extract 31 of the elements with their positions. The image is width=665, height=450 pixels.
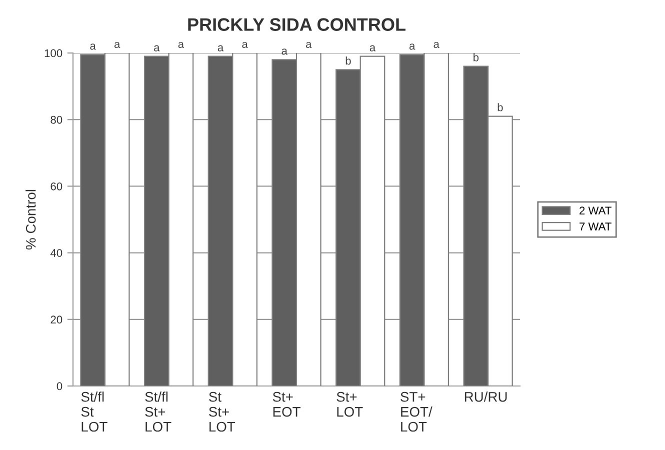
x-tick-label: St St+ LOT — [209, 392, 236, 432]
data-label: a — [409, 44, 416, 50]
data-label: a — [114, 42, 120, 48]
data-label: a — [306, 42, 312, 48]
x-tick-label: RU/RU — [464, 392, 507, 402]
x-tick-label: St+ EOT — [272, 392, 300, 417]
y-tick-label: 20 — [50, 316, 62, 324]
legend-label: 7 WAT — [580, 222, 612, 230]
data-label: a — [218, 45, 224, 52]
data-label: a — [434, 42, 440, 48]
data-label: b — [346, 56, 351, 65]
chart-title: PRICKLY SIDA CONTROL — [188, 18, 406, 31]
x-tick-label: St/fl St+ LOT — [145, 392, 172, 432]
x-tick-label: St+ LOT — [336, 392, 363, 417]
data-label: b — [474, 53, 479, 62]
y-tick-label: 80 — [50, 116, 62, 124]
y-tick-label: 40 — [50, 249, 62, 257]
legend-label: 2 WAT — [580, 206, 612, 214]
y-tick-label: 100 — [44, 49, 62, 58]
data-label: a — [370, 45, 376, 52]
data-label: b — [498, 103, 503, 112]
data-label: a — [178, 42, 184, 48]
x-tick-label: St/fl St LOT — [81, 392, 108, 432]
data-label: a — [154, 45, 160, 52]
x-tick-label: ST+ EOT/ LOT — [400, 392, 432, 432]
data-label: a — [242, 42, 248, 48]
y-axis-title: % Control — [26, 190, 36, 250]
data-label: a — [282, 48, 288, 55]
y-tick-label: 0 — [56, 382, 62, 390]
data-label: a — [90, 44, 96, 50]
y-tick-label: 60 — [50, 182, 62, 190]
